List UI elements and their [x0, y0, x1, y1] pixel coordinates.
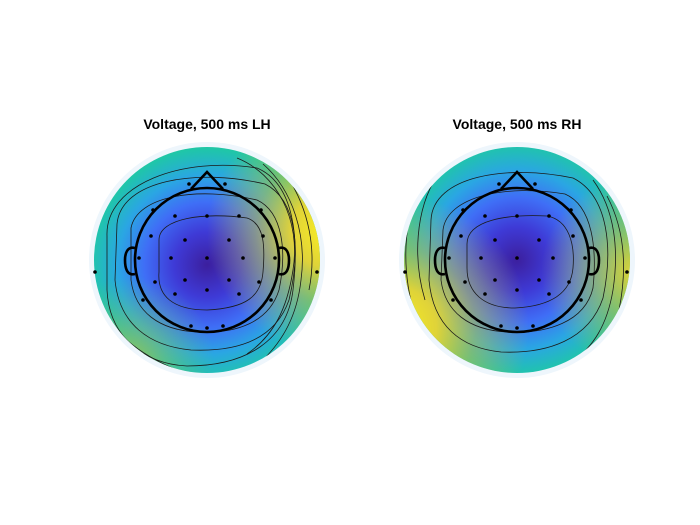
ear-icon: [123, 246, 136, 276]
topoplot-panel-rh: Voltage, 500 ms RH: [397, 110, 637, 380]
topographic-map: [399, 142, 635, 378]
electrode-markers: [403, 182, 629, 330]
head-outline-icon: [433, 170, 601, 334]
panel-title: Voltage, 500 ms RH: [452, 116, 582, 132]
head-outline-icon: [123, 170, 291, 334]
nose-icon: [500, 170, 534, 190]
ear-icon: [433, 246, 446, 276]
topoplot-panel-lh: Voltage, 500 ms LH: [87, 110, 327, 380]
ear-icon: [588, 246, 601, 276]
topographic-map: [89, 142, 325, 378]
ear-icon: [278, 246, 291, 276]
panel-title: Voltage, 500 ms LH: [143, 116, 271, 132]
nose-icon: [190, 170, 224, 190]
electrode-markers: [93, 182, 319, 330]
